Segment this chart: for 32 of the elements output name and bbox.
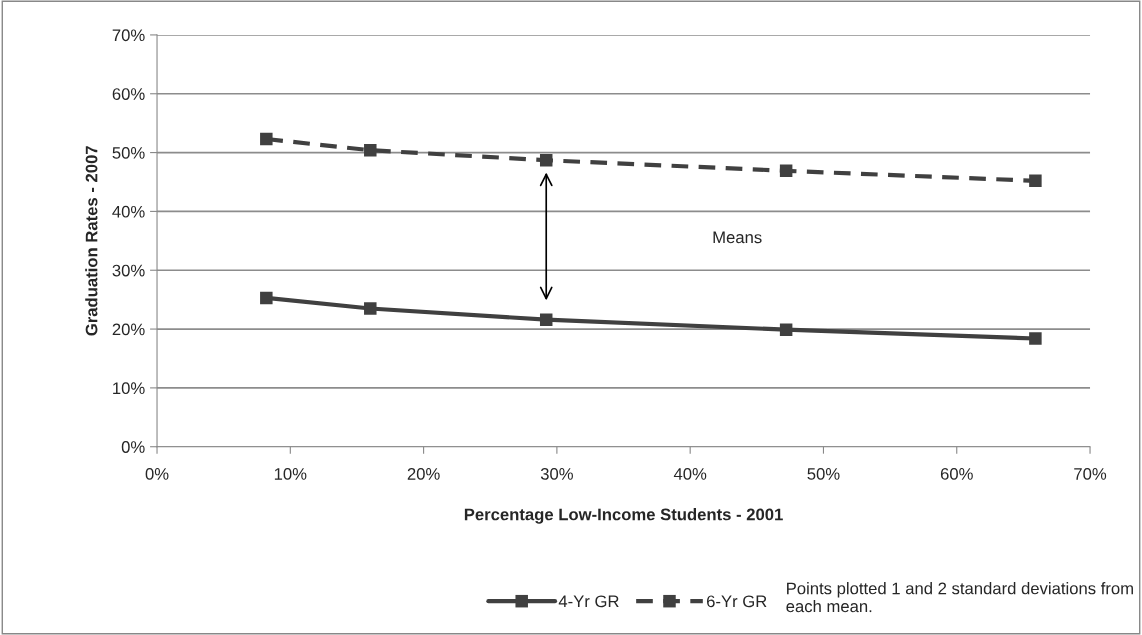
point [539,153,553,167]
x-tick-label: 10% [274,468,307,480]
x-tick-label: 0% [145,468,169,480]
legend-label: 4-Yr GR [558,595,619,608]
y-tick-label: 10% [113,382,145,395]
point [364,143,377,157]
y-axis-title: Graduation Rates - 2007 [85,146,98,336]
point [260,291,273,305]
y-tick-label: 30% [112,264,145,277]
y-tick-label: 20% [112,323,145,336]
point [779,323,793,336]
point [260,132,273,146]
x-tick-label: 70% [1074,468,1107,480]
point [1029,174,1042,188]
y-tick-label: 70% [112,29,145,42]
x-tick-label: 40% [673,468,707,480]
point [539,313,553,326]
annotation: Means [713,231,762,244]
y-tick-label: 40% [112,205,145,218]
x-tick-label: 50% [807,468,840,480]
point [364,302,377,315]
y-tick-label: 0% [121,441,145,453]
y-tick-label: 50% [112,146,145,159]
x-tick-label: 30% [540,468,573,480]
point [1029,332,1042,345]
x-tick-label: 60% [940,468,973,480]
point [779,164,793,178]
y-tick-label: 60% [112,88,145,100]
text: Points plotted 1 and 2 standard deviations from each mean. [786,582,1133,613]
legend-label: 6-Yr GR [707,595,767,608]
x-tick-label: 20% [407,468,440,480]
x-axis-title: Percentage Low-Income Students - 2001 [464,508,783,524]
